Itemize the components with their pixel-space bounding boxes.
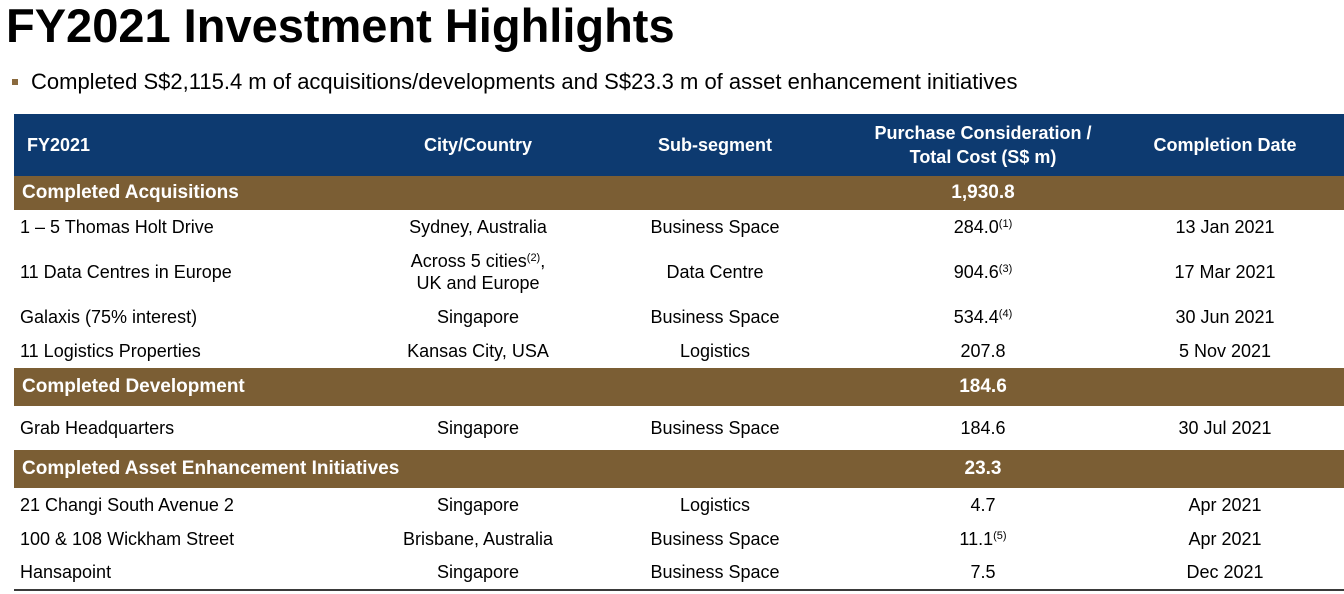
header-date: Completion Date	[1106, 114, 1344, 176]
property-name: 21 Changi South Avenue 2	[20, 494, 234, 515]
footnote-ref: (5)	[993, 529, 1007, 542]
property-name: 11 Data Centres in Europe	[20, 261, 232, 282]
header-fy: FY2021	[14, 114, 386, 176]
table-row: 100 & 108 Wickham Street Brisbane, Austr…	[14, 522, 1344, 556]
cost: 207.8	[960, 340, 1006, 361]
investment-table: FY2021 City/Country Sub-segment Purchase…	[14, 114, 1344, 591]
cost: 7.5	[860, 556, 1106, 591]
bullet-square-icon	[12, 79, 18, 85]
summary-text: Completed S$2,115.4 m of acquisitions/de…	[31, 69, 1018, 94]
subsegment: Logistics	[679, 340, 751, 361]
completion-date: 30 Jul 2021	[1178, 417, 1272, 438]
completion-date: 5 Nov 2021	[1178, 340, 1272, 361]
property-name: Galaxis (75% interest)	[20, 306, 198, 327]
section-total: 23.3	[860, 450, 1106, 488]
section-label: Completed Development	[14, 368, 860, 406]
city-country: Singapore	[436, 306, 520, 327]
city-country: Singapore	[386, 556, 570, 591]
header-cost-line2: Total Cost (S$ m)	[909, 147, 1057, 167]
header-cost-line1: Purchase Consideration /	[874, 123, 1092, 143]
section-total: 1,930.8	[860, 176, 1106, 210]
footnote-ref: (2)	[526, 252, 541, 264]
table-row: 1 – 5 Thomas Holt Drive Sydney, Australi…	[14, 210, 1344, 244]
table-row: 21 Changi South Avenue 2 Singapore Logis…	[14, 488, 1344, 522]
city-country: Singapore	[436, 494, 520, 515]
cost: 534.4(4)	[860, 300, 1106, 334]
cost-value: 284.0	[953, 216, 999, 237]
completion-date: 30 Jun 2021	[1175, 306, 1275, 327]
table-row: 11 Logistics Properties Kansas City, USA…	[14, 334, 1344, 368]
cost: 184.6	[960, 417, 1006, 438]
page-title: FY2021 Investment Highlights	[6, 0, 675, 52]
section-label: Completed Acquisitions	[14, 176, 860, 210]
city-country: Kansas City, USA	[407, 340, 549, 361]
table-header-row: FY2021 City/Country Sub-segment Purchase…	[14, 114, 1344, 176]
subsegment: Data Centre	[666, 261, 764, 282]
subsegment: Logistics	[679, 494, 751, 515]
city-country: Brisbane, Australia	[402, 528, 554, 549]
property-name: Grab Headquarters	[20, 417, 175, 438]
section-row-acquisitions: Completed Acquisitions 1,930.8	[14, 176, 1344, 210]
subsegment: Business Space	[650, 306, 780, 327]
completion-date: Dec 2021	[1106, 556, 1344, 591]
header-city: City/Country	[386, 114, 570, 176]
completion-date: Apr 2021	[1188, 494, 1262, 515]
section-label: Completed Asset Enhancement Initiatives	[14, 450, 860, 488]
section-row-aei: Completed Asset Enhancement Initiatives …	[14, 450, 1344, 488]
footnote-ref: (1)	[998, 217, 1013, 230]
property-name: 1 – 5 Thomas Holt Drive	[20, 216, 214, 237]
city-country: Sydney, Australia	[409, 216, 547, 237]
footnote-ref: (4)	[998, 307, 1013, 320]
cost-value: 11.1	[959, 528, 994, 549]
section-row-development: Completed Development 184.6	[14, 368, 1344, 406]
cost-value: 534.4	[953, 306, 999, 327]
city-country: Across 5 cities(2), UK and Europe	[386, 244, 570, 300]
section-total: 184.6	[860, 368, 1106, 406]
cost-value: 904.6	[953, 261, 999, 282]
footnote-ref: (3)	[998, 262, 1013, 275]
property-name: Hansapoint	[14, 556, 386, 591]
property-name: 11 Logistics Properties	[20, 340, 201, 361]
table-row: 11 Data Centres in Europe Across 5 citie…	[14, 244, 1344, 300]
summary-bullet: Completed S$2,115.4 m of acquisitions/de…	[12, 69, 1018, 95]
city-line1: Across 5 cities	[410, 251, 527, 271]
cost: 284.0(1)	[860, 210, 1106, 244]
subsegment: Business Space	[650, 528, 780, 549]
header-cost: Purchase Consideration / Total Cost (S$ …	[860, 114, 1106, 176]
completion-date: 13 Jan 2021	[1175, 216, 1275, 237]
completion-date: 17 Mar 2021	[1174, 261, 1276, 282]
table-row: Galaxis (75% interest) Singapore Busines…	[14, 300, 1344, 334]
cost: 4.7	[970, 494, 996, 515]
completion-date: Apr 2021	[1188, 528, 1262, 549]
header-subsegment: Sub-segment	[570, 114, 860, 176]
subsegment: Business Space	[570, 556, 860, 591]
property-name: 100 & 108 Wickham Street	[20, 528, 235, 549]
subsegment: Business Space	[650, 417, 780, 438]
city-line1-tail: ,	[540, 251, 546, 271]
subsegment: Business Space	[650, 216, 780, 237]
cost: 11.1(5)	[860, 522, 1106, 556]
table-row: Grab Headquarters Singapore Business Spa…	[14, 406, 1344, 450]
cost: 904.6(3)	[860, 244, 1106, 300]
city-line2: UK and Europe	[416, 273, 540, 293]
city-country: Singapore	[436, 417, 520, 438]
table-row: Hansapoint Singapore Business Space 7.5 …	[14, 556, 1344, 591]
